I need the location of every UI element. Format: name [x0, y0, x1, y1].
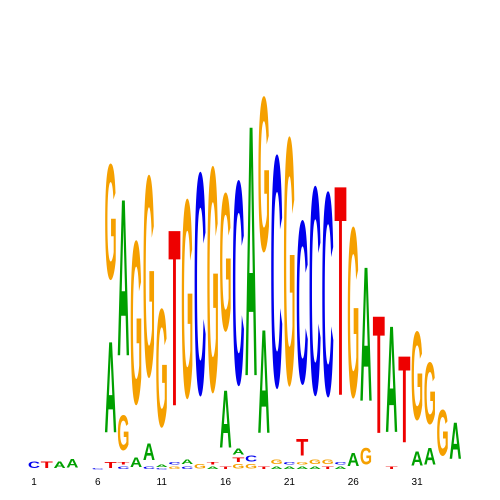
- letter-C-position-6: C: [92, 468, 105, 470]
- letter-G-position-13: G: [181, 139, 193, 457]
- letter-A-position-27: A: [360, 227, 372, 443]
- letter-T-position-15: T: [207, 461, 219, 465]
- letter-A-position-29: A: [385, 296, 397, 466]
- letter-C-position-12: C: [168, 461, 180, 466]
- letter-G-position-11: G: [156, 275, 168, 462]
- letter-A-position-10: A: [143, 439, 155, 466]
- letter-T-position-29: T: [385, 466, 397, 470]
- letter-T-position-16: T: [219, 466, 231, 470]
- letter-C-position-24: C: [322, 131, 334, 457]
- letter-A-position-32: A: [424, 444, 436, 471]
- letter-G-position-12: G: [168, 466, 180, 470]
- tick-label-1: 1: [31, 477, 37, 488]
- letter-C-position-13: C: [181, 466, 193, 471]
- letter-G-position-19: G: [258, 51, 270, 298]
- letter-A-position-8: A: [117, 152, 129, 403]
- letter-A-position-18: A: [245, 50, 257, 451]
- letter-A-position-7: A: [105, 314, 117, 460]
- letter-G-position-18: G: [245, 463, 257, 470]
- tick-label-11: 11: [157, 477, 168, 488]
- letter-G-position-20: G: [271, 459, 283, 466]
- tick-label-31: 31: [412, 477, 424, 488]
- tick-label-21: 21: [284, 477, 296, 488]
- letter-G-position-9: G: [130, 191, 142, 452]
- letter-A-position-3: A: [53, 460, 65, 470]
- letter-A-position-13: A: [181, 459, 193, 466]
- letter-A-position-17: A: [232, 447, 245, 456]
- letter-T-position-25: T: [334, 124, 346, 460]
- tick-label-16: 16: [220, 477, 232, 488]
- letter-G-position-14: G: [194, 463, 206, 470]
- letter-T-position-28: T: [373, 281, 385, 469]
- letter-A-position-26: A: [347, 449, 360, 470]
- letter-G-position-21: G: [283, 64, 295, 460]
- letter-A-position-22: A: [296, 466, 308, 471]
- letter-G-position-8: G: [117, 404, 129, 461]
- letter-G-position-17: G: [232, 463, 244, 470]
- letter-G-position-33: G: [437, 396, 449, 470]
- letter-A-position-25: A: [334, 466, 346, 471]
- letter-A-position-16: A: [219, 373, 231, 466]
- letter-A-position-31: A: [411, 447, 423, 470]
- letter-G-position-31: G: [411, 306, 423, 448]
- letter-G-position-15: G: [207, 101, 219, 460]
- letter-G-position-10: G: [143, 117, 155, 438]
- letter-G-position-22: G: [296, 461, 308, 465]
- letter-G-position-26: G: [347, 176, 359, 448]
- letter-C-position-8: C: [117, 466, 129, 471]
- letter-A-position-20: A: [271, 466, 283, 471]
- letter-A-position-21: A: [283, 466, 295, 471]
- letter-A-position-15: A: [207, 466, 219, 471]
- letter-C-position-23: C: [309, 124, 321, 457]
- letter-T-position-30: T: [398, 329, 410, 469]
- letter-C-position-21: C: [283, 461, 295, 466]
- letter-G-position-16: G: [219, 152, 231, 372]
- letter-T-position-12: T: [168, 177, 180, 460]
- letter-A-position-4: A: [66, 457, 79, 470]
- letter-T-position-8: T: [117, 461, 129, 465]
- letter-C-position-11: C: [156, 468, 169, 470]
- logo-letters: C T A A C TAGCTGAAGCAGCAGGCTCAGGCATGTAGGTACGC…: [28, 50, 462, 470]
- tick-label-26: 26: [348, 477, 360, 488]
- position-tick-labels: 1 6 11 16 21 26 31: [31, 477, 423, 488]
- letter-G-position-7: G: [105, 129, 117, 313]
- letter-T-position-19: T: [258, 466, 270, 470]
- letter-A-position-19: A: [258, 299, 270, 465]
- letter-C-position-10: C: [143, 466, 155, 471]
- letter-T-position-2: T: [41, 460, 54, 470]
- letter-T-position-7: T: [105, 461, 118, 470]
- letter-C-position-14: C: [194, 107, 206, 461]
- letter-G-position-27: G: [360, 445, 372, 471]
- letter-C-position-20: C: [271, 86, 283, 456]
- letter-A-position-23: A: [309, 466, 321, 471]
- letter-C-position-22: C: [296, 173, 308, 434]
- tick-label-6: 6: [95, 477, 101, 488]
- letter-A-position-9: A: [130, 455, 142, 470]
- letter-C-position-1: C: [28, 460, 40, 470]
- letter-A-position-11: A: [156, 463, 168, 468]
- letter-G-position-24: G: [322, 459, 334, 466]
- letter-G-position-32: G: [424, 346, 436, 443]
- letter-T-position-17: T: [232, 457, 244, 464]
- letter-C-position-17: C: [232, 119, 244, 445]
- letter-A-position-34: A: [449, 413, 461, 471]
- letter-T-position-24: T: [322, 466, 334, 470]
- letter-G-position-23: G: [309, 459, 321, 466]
- letter-C-position-25: C: [334, 461, 346, 466]
- letter-C-position-18: C: [245, 454, 258, 463]
- letter-T-position-22: T: [296, 434, 309, 461]
